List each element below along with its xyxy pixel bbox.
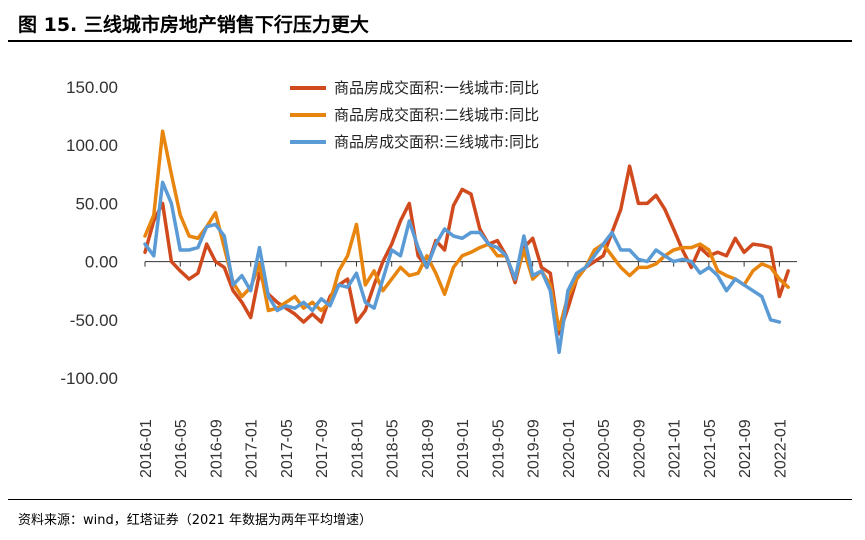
legend-label-2: 商品房成交面积:二线城市:同比: [334, 106, 539, 124]
y-tick-label: 100.00: [66, 136, 118, 155]
y-tick-label: 150.00: [66, 78, 118, 97]
figure-title: 图 15. 三线城市房地产销售下行压力更大: [18, 14, 369, 36]
x-tick-label: 2016-09: [208, 419, 225, 478]
source-divider: [8, 499, 852, 500]
legend: 商品房成交面积:一线城市:同比商品房成交面积:二线城市:同比商品房成交面积:三线…: [290, 79, 539, 151]
x-tick-label: 2018-09: [420, 419, 437, 478]
legend-label-1: 商品房成交面积:一线城市:同比: [334, 79, 539, 97]
y-tick-label: -50.00: [70, 311, 118, 330]
y-tick-label: 0.00: [85, 253, 118, 272]
series-line-3: [143, 180, 782, 355]
legend-label-3: 商品房成交面积:三线城市:同比: [334, 133, 539, 151]
x-tick-label: 2019-05: [490, 419, 507, 478]
x-tick-label: 2017-05: [279, 419, 296, 478]
series-layer: [143, 129, 790, 355]
x-tick-label: 2022-01: [772, 419, 789, 478]
x-tick-label: 2021-05: [702, 419, 719, 478]
x-tick-label: 2016-01: [138, 419, 155, 478]
title-divider: [8, 40, 852, 42]
y-axis: 150.00 100.00 50.00 0.00 -50.00 -100.00: [60, 78, 118, 388]
y-tick-label: -100.00: [60, 369, 118, 388]
series-line-1: [143, 164, 790, 336]
x-tick-label: 2017-01: [244, 419, 261, 478]
x-tick-label: 2016-05: [173, 419, 190, 478]
x-tick-label: 2018-01: [349, 419, 366, 478]
x-tick-label: 2018-05: [385, 419, 402, 478]
x-tick-label: 2020-01: [561, 419, 578, 478]
x-axis: 2016-01 2016-05 2016-09 2017-01 2017-05 2017-…: [138, 261, 797, 478]
x-tick-label: 2021-09: [737, 419, 754, 478]
line-chart: 150.00 100.00 50.00 0.00 -50.00 -100.00 2016-…: [60, 78, 797, 478]
y-tick-label: 50.00: [75, 194, 118, 213]
x-tick-label: 2019-01: [455, 419, 472, 478]
source-note: 资料来源：wind，红塔证券（2021 年数据为两年平均增速）: [18, 513, 372, 528]
x-tick-label: 2020-05: [596, 419, 613, 478]
x-tick-label: 2017-09: [314, 419, 331, 478]
x-tick-label: 2019-09: [526, 419, 543, 478]
x-tick-label: 2021-01: [667, 419, 684, 478]
x-tick-label: 2020-09: [631, 419, 648, 478]
